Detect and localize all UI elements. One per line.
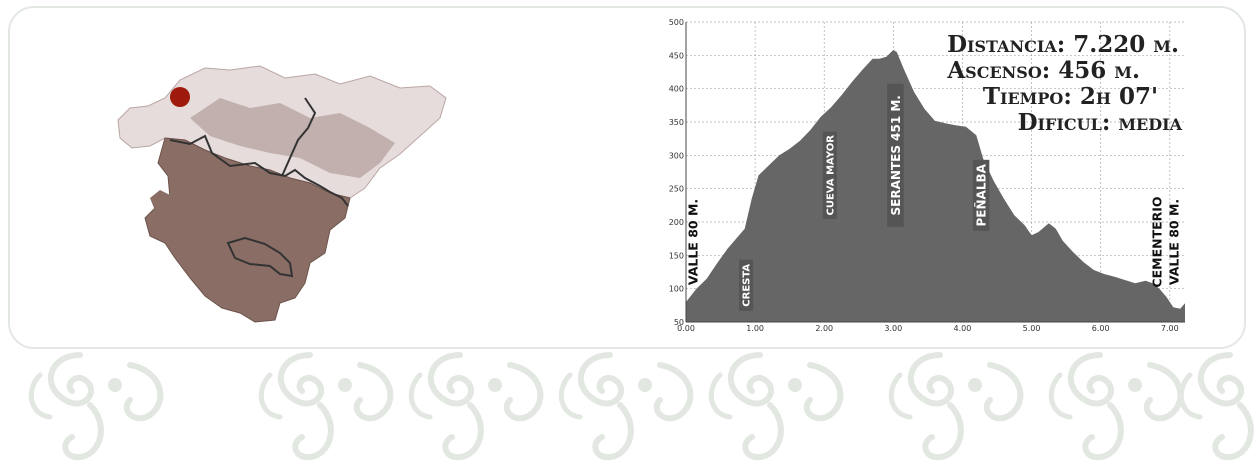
y-tick-label: 400 [669, 85, 684, 94]
route-stat: Dificul: media [1018, 109, 1183, 136]
route-stat: Tiempo: 2h 07' [983, 83, 1158, 110]
map-south-land [144, 137, 351, 323]
annotation-label: CEMENTERIO [1150, 196, 1165, 287]
annotations: VALLE 80 M. CRESTA CUEVA MAYOR SERANTES 451… [685, 83, 1181, 311]
map-border-north [169, 134, 349, 207]
elevation-area [686, 50, 1185, 322]
y-tick-label: 200 [669, 218, 684, 227]
tick-labels: 0.00 1.00 2.00 3.00 4.00 5.00 6.00 7.00 50 100 150… [669, 18, 1179, 333]
axes [685, 22, 1185, 323]
route-stat: Ascenso: 456 m. [946, 57, 1140, 84]
annotation-box [887, 83, 904, 227]
x-tick-label: 4.00 [954, 324, 972, 333]
x-tick-label: 7.00 [1161, 324, 1179, 333]
annotation-label: SERANTES 451 M. [887, 83, 904, 227]
annotation-text: VALLE 80 M. [685, 199, 700, 285]
annotation-text: VALLE 80 M. [1166, 199, 1181, 285]
y-tick-label: 350 [669, 118, 684, 127]
y-tick-label: 150 [669, 251, 684, 260]
map-border-south [226, 236, 294, 278]
map-border-inner [281, 97, 317, 177]
y-tick-label: 300 [669, 151, 684, 160]
x-tick-label: 0.00 [677, 324, 695, 333]
y-tick-label: 500 [669, 18, 684, 27]
y-tick-label: 450 [669, 51, 684, 60]
annotation-box [739, 259, 754, 311]
map-mountain-shading [190, 98, 395, 178]
annotation-text: PEÑALBA [974, 163, 989, 226]
annotation-text: SERANTES 451 M. [889, 95, 903, 215]
x-tick-label: 3.00 [884, 324, 902, 333]
route-stat: Distancia: 7.220 m. [947, 31, 1179, 58]
annotation-label: CUEVA MAYOR [822, 131, 837, 219]
x-tick-label: 5.00 [1023, 324, 1041, 333]
location-marker [170, 87, 190, 107]
y-tick-label: 50 [674, 318, 684, 327]
elevation-profile-chart: 0.00 1.00 2.00 3.00 4.00 5.00 6.00 7.00 50 100 150… [669, 18, 1185, 333]
annotation-label: PEÑALBA [972, 159, 990, 231]
region-map [117, 65, 447, 323]
map-enclave [150, 190, 172, 213]
x-tick-label: 1.00 [746, 324, 764, 333]
x-tick-label: 2.00 [815, 324, 833, 333]
annotation-label: VALLE 80 M. [1166, 199, 1181, 285]
annotation-label: CRESTA [739, 259, 754, 311]
annotation-box [822, 131, 837, 219]
annotation-box [972, 159, 990, 231]
annotation-text: CRESTA [742, 264, 753, 307]
annotation-text: CEMENTERIO [1150, 196, 1165, 287]
annotation-label: VALLE 80 M. [685, 199, 700, 285]
y-tick-label: 100 [669, 285, 684, 294]
x-tick-label: 6.00 [1092, 324, 1110, 333]
y-tick-label: 250 [669, 185, 684, 194]
annotation-text: CUEVA MAYOR [825, 135, 836, 216]
route-stats: Distancia: 7.220 m.Ascenso: 456 m.Tiempo… [946, 31, 1182, 136]
